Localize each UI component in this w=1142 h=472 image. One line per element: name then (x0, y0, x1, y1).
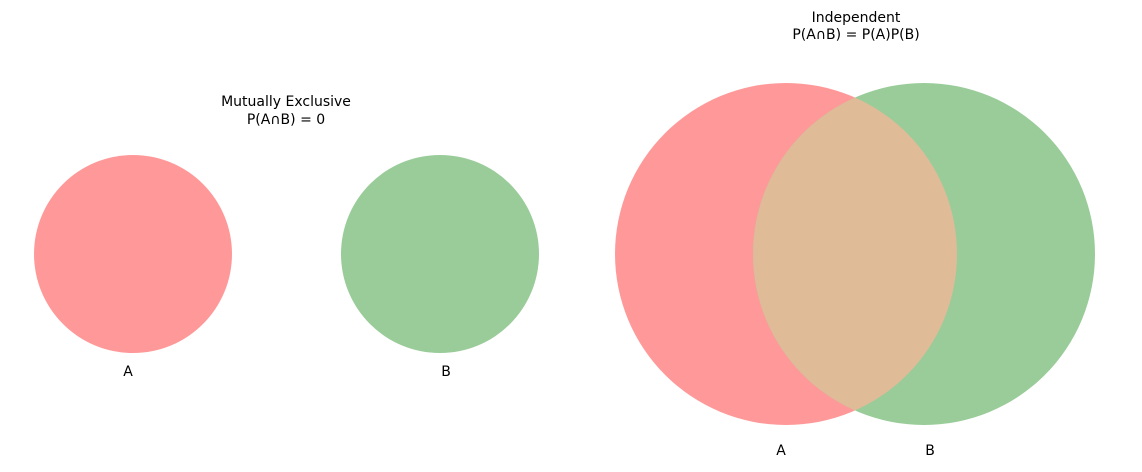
independent-formula: P(A∩B) = P(A)P(B) (792, 27, 919, 43)
set-b-label-independent: B (925, 443, 935, 459)
set-a-circle-exclusive (34, 155, 232, 353)
set-a-label-exclusive: A (123, 364, 133, 380)
independent-panel: Independent P(A∩B) = P(A)P(B) A B (615, 10, 1095, 459)
independent-title: Independent (812, 10, 901, 26)
set-b-circle-exclusive (341, 155, 539, 353)
intersection-region (753, 83, 957, 425)
mutually-exclusive-panel: Mutually Exclusive P(A∩B) = 0 A B (34, 94, 539, 380)
mutually-exclusive-title: Mutually Exclusive (221, 94, 351, 110)
set-b-label-exclusive: B (441, 364, 451, 380)
set-a-label-independent: A (776, 443, 786, 459)
mutually-exclusive-formula: P(A∩B) = 0 (247, 112, 325, 128)
